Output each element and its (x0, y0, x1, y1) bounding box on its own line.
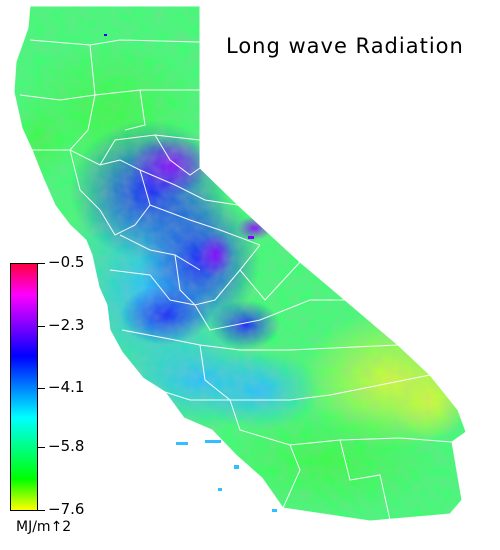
color-scale-units: MJ/m↑2 (16, 519, 72, 535)
county-boundaries (13, 5, 467, 522)
color-scale-tick-mark (38, 263, 45, 264)
color-scale-tick-label: −4.1 (48, 378, 85, 396)
color-scale-tick-mark (38, 510, 45, 511)
color-scale-bar (10, 263, 38, 511)
color-scale-tick-mark (38, 326, 45, 327)
color-scale-tick-label: −0.5 (48, 253, 85, 271)
color-scale-tick-label: −5.8 (48, 437, 85, 455)
channel-islands (176, 440, 277, 512)
color-scale-tick-label: −7.6 (48, 500, 85, 518)
color-scale-tick-mark (38, 447, 45, 448)
color-scale-tick-label: −2.3 (48, 316, 85, 334)
map-title: Long wave Radiation (226, 34, 464, 58)
color-scale-tick-mark (38, 388, 45, 389)
lakes (104, 34, 254, 239)
